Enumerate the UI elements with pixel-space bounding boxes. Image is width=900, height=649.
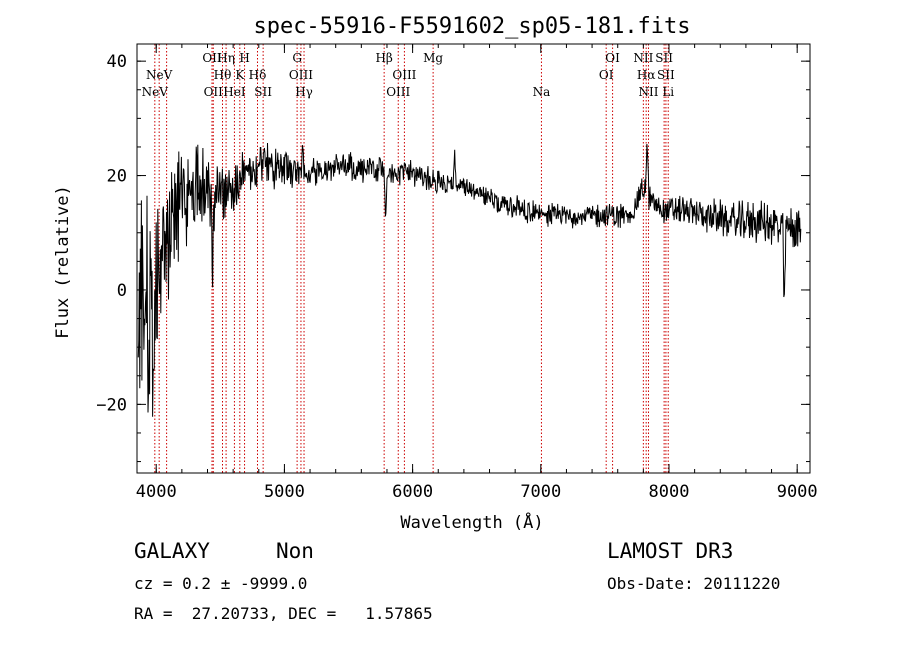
line-marker-label: NII [638,85,658,99]
line-marker-label: Hγ [295,85,313,99]
plot-frame [136,43,811,474]
line-marker-label: OIII [392,68,416,82]
line-marker-label: Hα [637,68,656,82]
x-tick-label: 9000 [777,482,818,502]
y-tick-label: 40 [107,52,127,72]
line-marker-label: Hθ [214,68,232,82]
line-marker-label: SII [254,85,272,99]
line-marker-label: Mg [423,51,443,65]
line-marker-label: Hη [217,51,235,65]
survey-name: LAMOST DR3 [607,539,734,563]
line-marker-label: NeV [142,85,169,99]
y-tick-label: 0 [117,281,127,301]
x-axis-ticks: 4000 5000 6000 7000 8000 9000 [136,44,818,502]
line-marker-label: SII [657,68,675,82]
line-marker-label: Hδ [249,68,267,82]
line-marker-label: OIII [386,85,410,99]
x-tick-label: 6000 [392,482,433,502]
line-marker-label: G [292,51,302,65]
y-tick-label: 20 [107,167,127,187]
y-tick-label: −20 [96,395,127,415]
coordinates: RA = 27.20733, DEC = 1.57865 [134,604,433,623]
line-marker-label: K [235,68,245,82]
line-marker-label: Hβ [375,51,392,65]
object-subclass: Non [276,539,314,563]
line-marker-label: SII [655,51,673,65]
spectrum-line [137,142,802,417]
line-marker-label: OII [202,51,222,65]
line-marker-label: HeI [223,85,246,99]
redshift-line: cz = 0.2 ± -9999.0 [134,574,308,593]
line-marker-label: OI [599,68,614,82]
observation-date: Obs-Date: 20111220 [607,574,781,593]
x-tick-label: 8000 [649,482,690,502]
line-marker-label: OII [204,85,224,99]
line-marker-label: H [239,51,249,65]
y-axis-label: Flux (relative) [53,185,73,339]
line-marker-label: NeV [146,68,173,82]
line-marker-label: Li [662,85,674,99]
x-axis-label: Wavelength (Å) [400,511,543,533]
object-type: GALAXY [134,539,210,563]
line-marker-label: OIII [289,68,313,82]
x-tick-label: 5000 [264,482,305,502]
x-tick-label: 4000 [136,482,177,502]
emission-line-markers [154,44,669,473]
chart-title: spec-55916-F5591602_sp05-181.fits [253,14,690,39]
y-axis-ticks: −20 0 20 40 [96,52,810,463]
line-marker-label: NII [633,51,653,65]
line-marker-label: Na [533,85,551,99]
x-tick-label: 7000 [520,482,561,502]
line-marker-label: OI [605,51,620,65]
emission-line-labels: NeVNeVOIIOIIHθHηHeIKHHδSIIGOIIIHγHβOIIIO… [142,51,675,99]
